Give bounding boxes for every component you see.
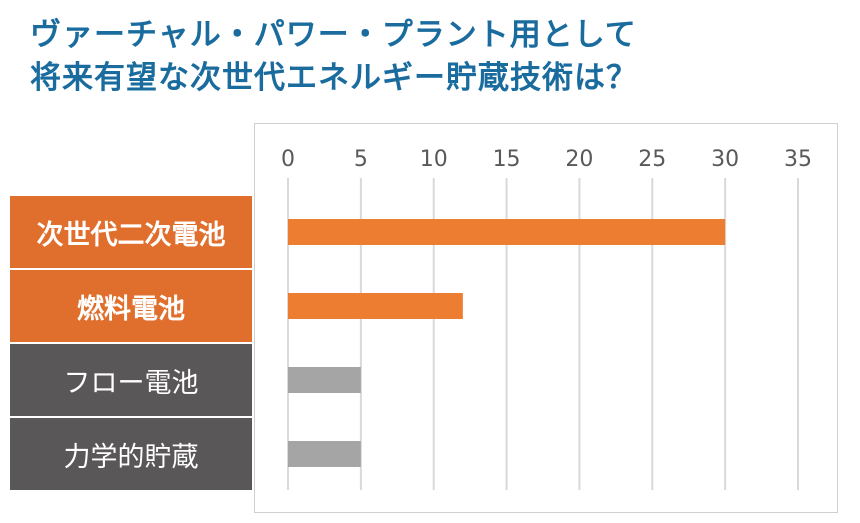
x-tick-label-30: 30 <box>711 147 739 172</box>
bar-4 <box>288 441 361 467</box>
x-tick-label-25: 25 <box>638 147 666 172</box>
x-tick-label-0: 0 <box>281 147 295 172</box>
bar-3 <box>288 367 361 393</box>
x-tick-label-35: 35 <box>784 147 812 172</box>
chart-title: ヴァーチャル・パワー・プラント用として 将来有望な次世代エネルギー貯蔵技術は？ <box>30 14 830 100</box>
category-label-mechanical-storage: 力学的貯蔵 <box>10 418 252 490</box>
x-tick-label-5: 5 <box>354 147 368 172</box>
x-tick-label-20: 20 <box>565 147 593 172</box>
category-label-flow-battery: フロー電池 <box>10 344 252 416</box>
title-line-2: 将来有望な次世代エネルギー貯蔵技術は？ <box>30 60 638 96</box>
title-line-1: ヴァーチャル・パワー・プラント用として <box>30 17 637 53</box>
category-label-fuel-cell: 燃料電池 <box>10 270 252 342</box>
x-tick-label-10: 10 <box>420 147 448 172</box>
bar-1 <box>288 219 726 245</box>
category-label-next-gen-secondary-battery: 次世代二次電池 <box>10 196 252 268</box>
bar-2 <box>288 293 463 319</box>
x-tick-label-15: 15 <box>493 147 521 172</box>
